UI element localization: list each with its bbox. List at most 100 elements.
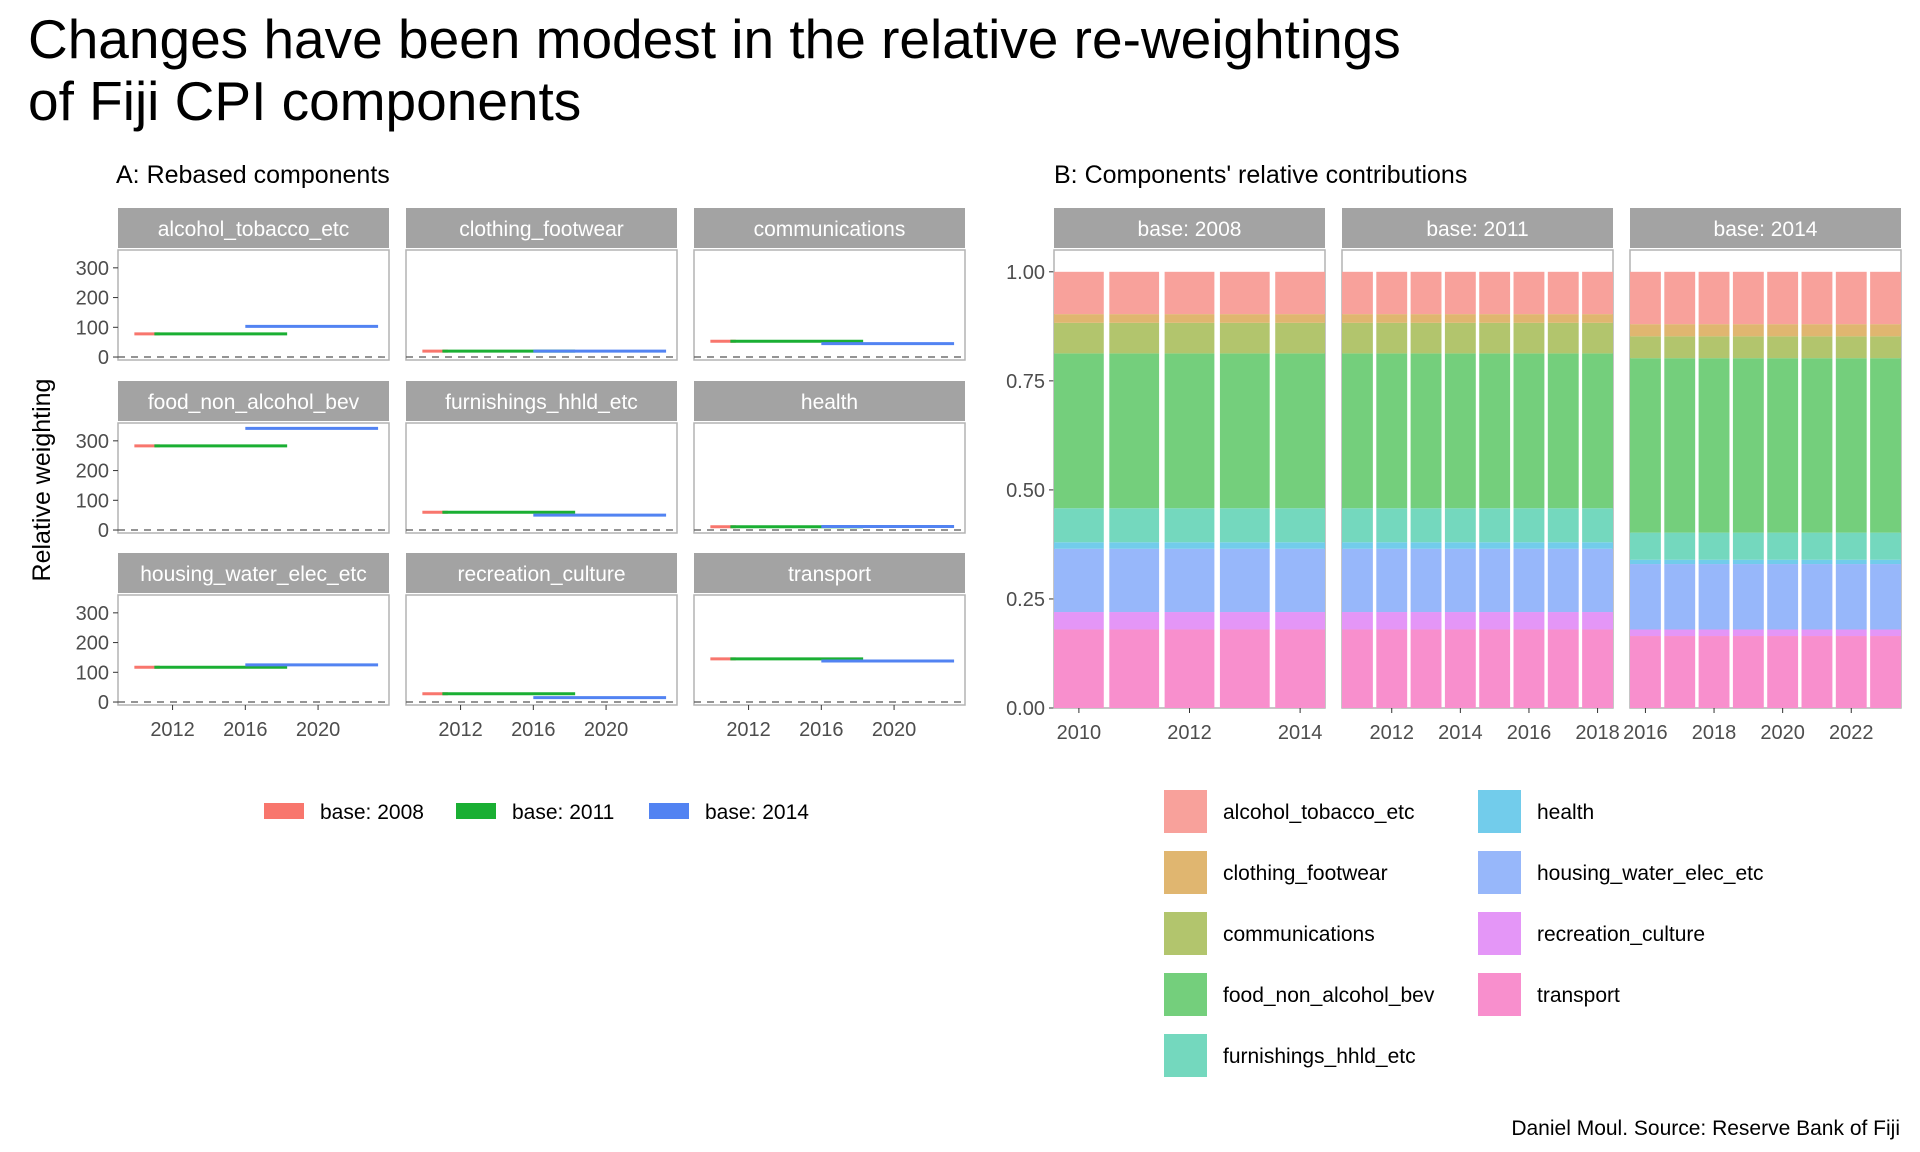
facet-strip-alcohol-tobacco-etc (118, 208, 389, 248)
facet-strip-recreation-culture (406, 553, 677, 593)
legend-swatch (1478, 790, 1521, 833)
facet-strip-label: clothing_footwear (459, 218, 624, 241)
bar-segment (1275, 629, 1325, 708)
bar-segment (1479, 548, 1511, 613)
bar-segment (1164, 322, 1215, 354)
bar-segment (1698, 559, 1730, 565)
x-tick-label: 2014 (1278, 722, 1323, 744)
legend-label: base: 2014 (705, 801, 809, 824)
bar-segment (1479, 508, 1511, 543)
legend-swatch (1478, 912, 1521, 955)
x-tick-label: 2016 (1623, 722, 1668, 744)
bar-segment (1410, 271, 1442, 315)
bar-segment (1444, 353, 1476, 509)
x-tick-label: 2018 (1692, 722, 1737, 744)
chart-title-line-2: of Fiji CPI components (28, 70, 582, 132)
bar-segment (1582, 612, 1613, 630)
bar-segment (1547, 314, 1579, 323)
bar-segment (1547, 322, 1579, 354)
bar-segment (1342, 612, 1373, 630)
bar-segment (1164, 353, 1215, 509)
bar-segment (1342, 322, 1373, 354)
y-tick-label: 200 (76, 288, 109, 310)
bar-segment (1410, 612, 1442, 630)
bar-segment (1767, 636, 1799, 708)
bar-segment (1870, 532, 1901, 560)
facet-panel-food-non-alcohol-bev (117, 422, 390, 534)
y-tick-label: 0 (98, 520, 109, 542)
facet-strip-label: communications (754, 218, 906, 241)
bar-segment (1698, 358, 1730, 533)
bar-segment (1376, 548, 1408, 613)
bar-segment (1376, 542, 1408, 549)
bar-segment (1342, 629, 1373, 708)
bar-segment (1767, 358, 1799, 533)
facet-strip-furnishings-hhld-etc (406, 381, 677, 421)
bar-segment (1513, 322, 1545, 354)
facet-strip-health (694, 381, 965, 421)
bar-segment (1219, 629, 1270, 708)
facet-panel-housing-water-elec-etc (117, 594, 390, 706)
facet-strip-label: base: 2008 (1138, 218, 1242, 241)
bar-segment (1410, 353, 1442, 509)
bar-segment (1479, 353, 1511, 509)
bar-segment (1479, 322, 1511, 354)
x-tick-label: 2020 (584, 719, 629, 741)
bar-segment (1513, 542, 1545, 549)
bar-segment (1801, 564, 1833, 630)
bar-segment (1054, 322, 1104, 354)
bar-segment (1376, 612, 1408, 630)
x-tick-label: 2012 (438, 719, 483, 741)
bar-segment (1801, 324, 1833, 337)
bar-segment (1219, 353, 1270, 509)
bar-segment (1732, 629, 1764, 637)
bar-segment (1109, 508, 1160, 543)
bar-segment (1767, 564, 1799, 630)
y-tick-label: 100 (76, 317, 109, 339)
legend-label: communications (1223, 923, 1375, 946)
x-tick-label: 2012 (1369, 722, 1414, 744)
facet-strip-base-2008 (1054, 208, 1325, 248)
bar-segment (1630, 532, 1661, 560)
bar-segment (1054, 508, 1104, 543)
facet-strip-label: food_non_alcohol_bev (148, 391, 360, 414)
facet-strip-label: recreation_culture (457, 563, 625, 586)
bar-segment (1835, 559, 1867, 565)
bar-segment (1664, 564, 1696, 630)
legend-label: base: 2011 (512, 801, 614, 824)
bar-segment (1376, 629, 1408, 708)
bar-segment (1835, 564, 1867, 630)
bar-segment (1513, 629, 1545, 708)
bar-segment (1547, 271, 1579, 315)
y-tick-label: 0 (98, 347, 109, 369)
bar-segment (1444, 322, 1476, 354)
bar-segment (1109, 353, 1160, 509)
y-tick-label: 0.25 (1006, 589, 1045, 611)
bar-segment (1219, 322, 1270, 354)
bar-segment (1054, 314, 1104, 323)
bar-segment (1698, 564, 1730, 630)
bar-segment (1732, 564, 1764, 630)
x-tick-label: 2014 (1438, 722, 1483, 744)
bar-segment (1219, 612, 1270, 630)
bar-segment (1219, 548, 1270, 613)
bar-segment (1870, 559, 1901, 565)
bar-segment (1835, 336, 1867, 359)
bar-segment (1054, 542, 1104, 549)
bar-segment (1547, 353, 1579, 509)
y-tick-label: 300 (76, 431, 109, 453)
bar-segment (1109, 542, 1160, 549)
bar-segment (1698, 271, 1730, 325)
legend-label: food_non_alcohol_bev (1223, 984, 1435, 1007)
bar-segment (1732, 636, 1764, 708)
bar-segment (1219, 271, 1270, 315)
bar-segment (1479, 271, 1511, 315)
bar-segment (1732, 271, 1764, 325)
bar-segment (1376, 271, 1408, 315)
bar-segment (1513, 353, 1545, 509)
bar-segment (1630, 358, 1661, 533)
bar-segment (1582, 629, 1613, 708)
bar-segment (1410, 542, 1442, 549)
bar-segment (1547, 542, 1579, 549)
bar-segment (1275, 271, 1325, 315)
